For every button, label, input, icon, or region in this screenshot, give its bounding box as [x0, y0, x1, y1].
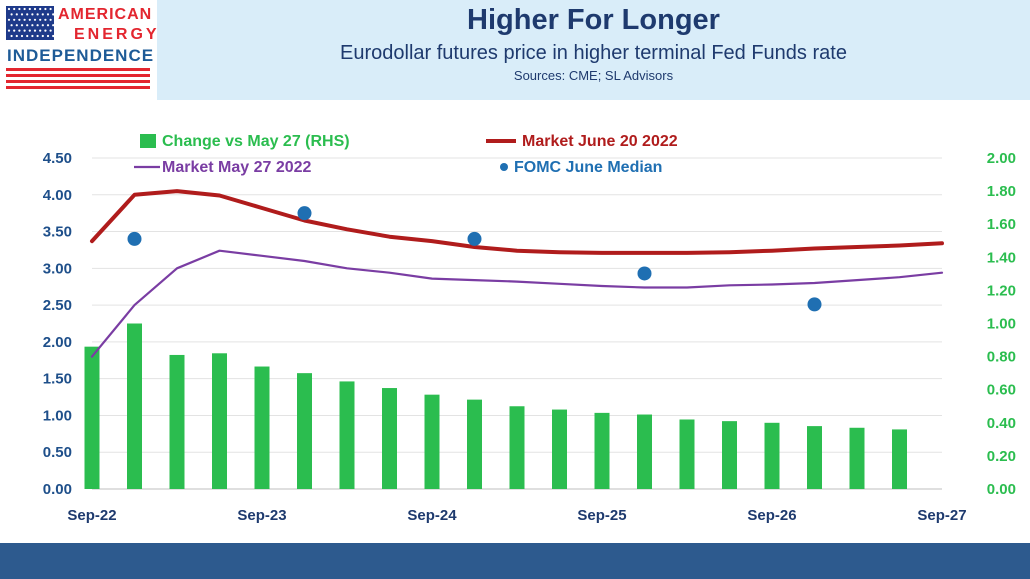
fomc-point: [467, 231, 482, 246]
bar: [382, 388, 397, 489]
bar: [892, 429, 907, 489]
left-tick-label: 3.50: [43, 224, 72, 241]
right-tick-label: 0.80: [987, 349, 1016, 366]
right-tick-label: 0.60: [987, 382, 1016, 399]
right-tick-label: 0.40: [987, 415, 1016, 432]
bar: [339, 381, 355, 489]
company-logo: AMERICAN ENERGY INDEPENDENCE: [0, 0, 157, 100]
bar: [679, 419, 695, 489]
left-tick-label: 3.00: [43, 260, 72, 277]
left-tick-label: 4.00: [43, 187, 72, 204]
fomc-point: [127, 231, 142, 246]
legend-swatch-fomc: [500, 163, 508, 171]
sources-note: Sources: CME; SL Advisors: [513, 68, 674, 83]
scatter-series: [127, 206, 822, 312]
bar: [552, 409, 567, 489]
bar: [254, 366, 270, 489]
bar: [764, 422, 780, 489]
legend-label: Market June 20 2022: [522, 133, 678, 150]
bar: [212, 353, 227, 489]
bar: [807, 426, 822, 489]
right-axis-labels: 0.00 0.20 0.40 0.60 0.80 1.00 1.20 1.40 1.60 1.80…: [987, 150, 1016, 498]
x-tick-label: Sep-25: [577, 507, 626, 524]
logo-line-3: INDEPENDENCE: [7, 46, 155, 65]
page-title: Higher For Longer: [467, 4, 720, 36]
right-tick-label: 1.60: [987, 216, 1016, 233]
bar: [722, 421, 737, 489]
bar: [849, 427, 865, 489]
x-tick-label: Sep-27: [917, 507, 966, 524]
bar: [84, 346, 100, 489]
fomc-point: [637, 266, 652, 281]
rates-chart: 0.00 0.50 1.00 1.50 2.00 2.50 3.00 3.50 4.00 4.50…: [43, 133, 1016, 524]
x-tick-label: Sep-24: [407, 507, 457, 524]
bar: [509, 406, 525, 489]
legend-label: Market May 27 2022: [162, 159, 312, 176]
left-tick-label: 0.50: [43, 444, 72, 461]
right-tick-label: 1.40: [987, 249, 1016, 266]
right-tick-label: 1.20: [987, 282, 1016, 299]
fomc-point: [807, 297, 822, 312]
footer-band: [0, 543, 1030, 579]
legend-label: Change vs May 27 (RHS): [162, 133, 350, 150]
right-tick-label: 1.00: [987, 316, 1016, 333]
left-tick-label: 0.00: [43, 481, 72, 498]
left-tick-label: 4.50: [43, 150, 72, 167]
left-tick-label: 2.00: [43, 334, 72, 351]
page-subtitle: Eurodollar futures price in higher termi…: [340, 42, 847, 64]
right-tick-label: 0.00: [987, 481, 1016, 498]
bar: [637, 414, 652, 489]
bar: [169, 354, 185, 489]
right-tick-label: 2.00: [987, 150, 1016, 167]
logo-stripes-icon: [6, 68, 150, 89]
x-tick-label: Sep-26: [747, 507, 796, 524]
line-market-may: [90, 249, 944, 358]
legend-swatch-bar: [140, 134, 156, 148]
logo-line-1: AMERICAN: [58, 6, 153, 23]
bar: [127, 323, 142, 489]
bar: [594, 412, 610, 489]
left-axis-labels: 0.00 0.50 1.00 1.50 2.00 2.50 3.00 3.50 4.00 4.50: [43, 150, 72, 498]
bar: [297, 373, 312, 489]
x-tick-label: Sep-22: [67, 507, 116, 524]
fomc-point: [297, 206, 312, 221]
chart-legend: Change vs May 27 (RHS) Market June 20 202…: [134, 133, 678, 176]
us-flag-icon: [6, 6, 54, 40]
left-tick-label: 1.00: [43, 407, 72, 424]
legend-label: FOMC June Median: [514, 159, 662, 176]
line-series: [90, 189, 944, 358]
x-tick-label: Sep-23: [237, 507, 286, 524]
logo-line-2: ENERGY: [74, 26, 160, 43]
right-tick-label: 1.80: [987, 183, 1016, 200]
line-market-june: [90, 189, 944, 255]
bar: [424, 394, 440, 489]
x-axis-labels: Sep-22 Sep-23 Sep-24 Sep-25 Sep-26 Sep-27: [67, 507, 966, 524]
right-tick-label: 0.20: [987, 448, 1016, 465]
left-tick-label: 2.50: [43, 297, 72, 314]
left-tick-label: 1.50: [43, 371, 72, 388]
bar-series: [84, 323, 907, 489]
bar: [467, 399, 482, 489]
header-banner: AMERICAN ENERGY INDEPENDENCE Higher For …: [0, 0, 1030, 100]
